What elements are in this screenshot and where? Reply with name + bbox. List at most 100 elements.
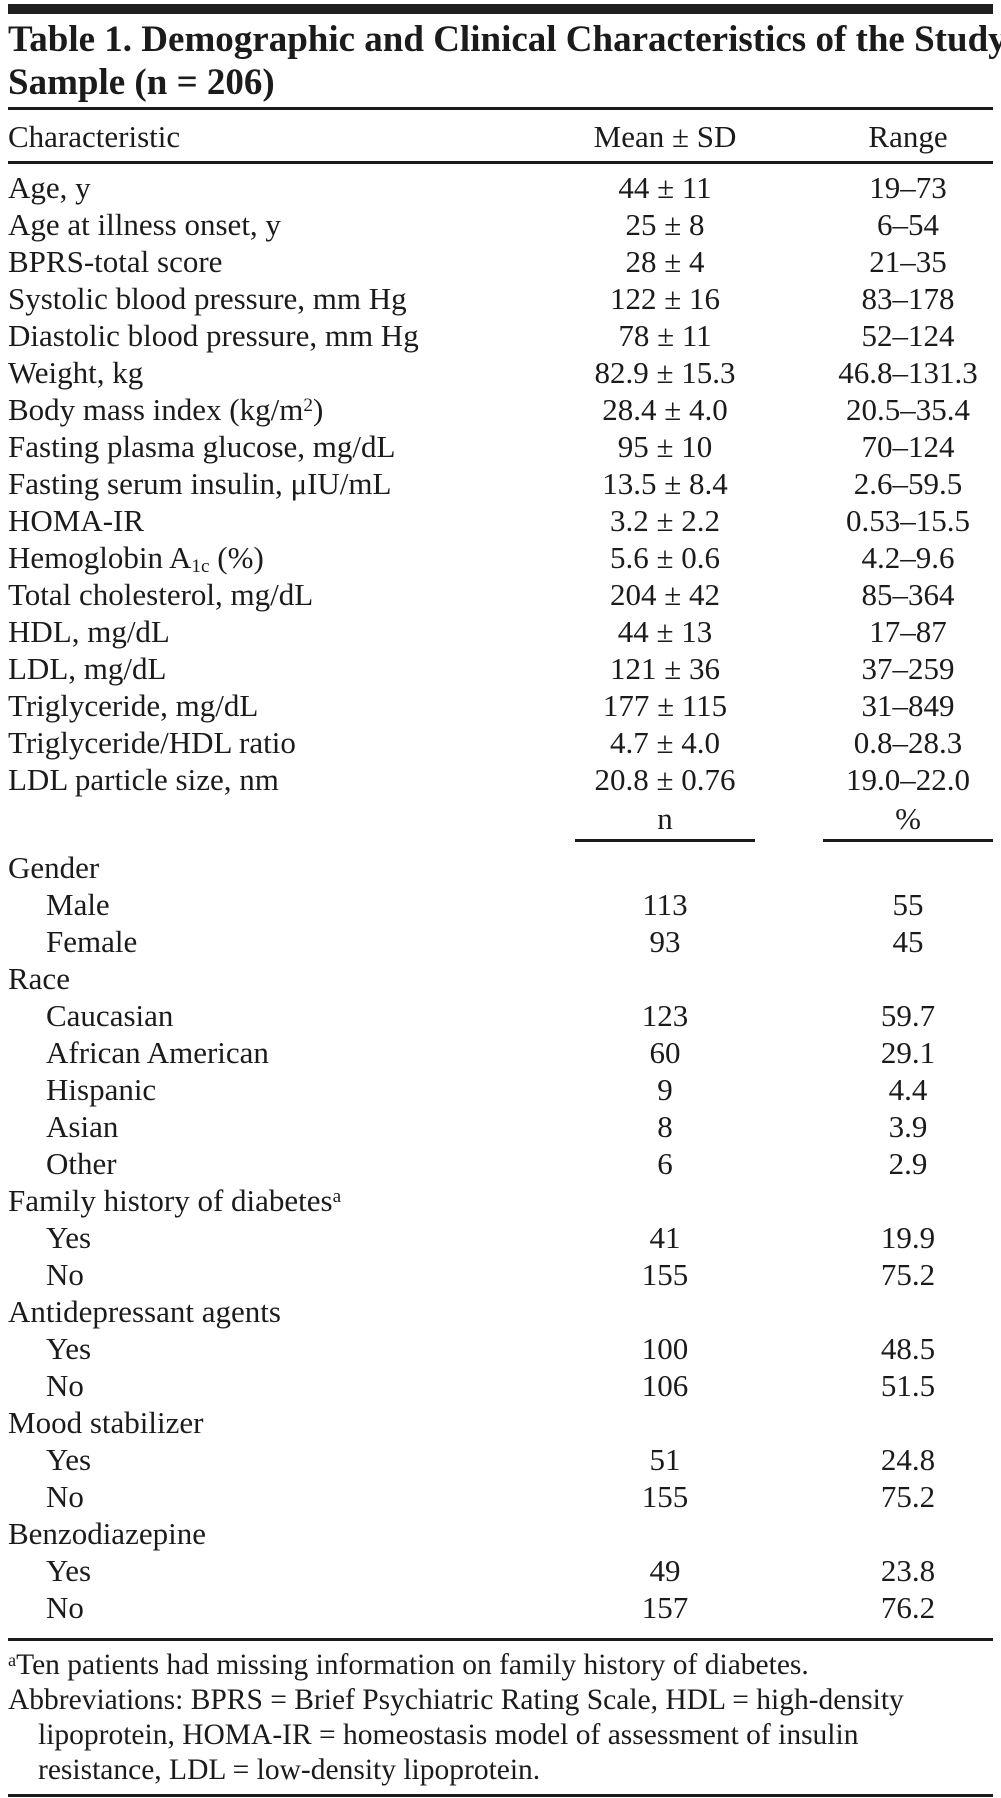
row-count-n: 41	[649, 1220, 681, 1255]
row-mean-sd: 28.4 ± 4.0	[602, 392, 728, 427]
table-title-line1: Table 1. Demographic and Clinical Charac…	[8, 19, 1001, 60]
row-range: 83–178	[861, 281, 955, 316]
column-header-row: Characteristic Mean ± SD Range	[8, 110, 993, 164]
table-title: Table 1. Demographic and Clinical Charac…	[8, 14, 1001, 110]
table-row: Family history of diabetesa	[8, 1182, 993, 1219]
table-row: Yes 41 19.9	[8, 1219, 993, 1256]
table-row: Mood stabilizer	[8, 1404, 993, 1441]
table-row: HDL, mg/dL 44 ± 13 17–87	[8, 613, 993, 650]
row-label: Diastolic blood pressure, mm Hg	[8, 318, 419, 353]
row-percent: 29.1	[880, 1035, 936, 1070]
row-range: 20.5–35.4	[846, 392, 970, 427]
footnote-abbreviations-line2: lipoprotein, HOMA-IR = homeostasis model…	[38, 1719, 859, 1751]
row-percent: 51.5	[880, 1368, 936, 1403]
row-mean-sd: 122 ± 16	[609, 281, 720, 316]
row-percent: 59.7	[880, 998, 936, 1033]
category-item-label: Hispanic	[46, 1072, 157, 1107]
footnote-abbreviations-line1: Abbreviations: BPRS = Brief Psychiatric …	[8, 1684, 904, 1716]
row-range: 31–849	[861, 688, 955, 723]
row-range: 85–364	[861, 577, 955, 612]
row-mean-sd: 13.5 ± 8.4	[602, 466, 728, 501]
category-item-label: Caucasian	[46, 998, 174, 1033]
footnote-a: aTen patients had missing information on…	[8, 1649, 809, 1681]
row-range: 46.8–131.3	[838, 355, 978, 390]
column-header-n: n	[575, 803, 755, 842]
table-row: No 155 75.2	[8, 1256, 993, 1293]
table-row: Gender	[8, 849, 993, 886]
table-row: Antidepressant agents	[8, 1293, 993, 1330]
row-range: 19.0–22.0	[846, 762, 970, 797]
row-label: Hemoglobin A1c (%)	[8, 540, 264, 576]
row-mean-sd: 28 ± 4	[625, 244, 705, 279]
row-range: 17–87	[869, 614, 947, 649]
row-count-n: 157	[641, 1590, 689, 1625]
table-row: No 155 75.2	[8, 1478, 993, 1515]
category-group-label: Family history of diabetesa	[8, 1183, 342, 1218]
row-count-n: 155	[641, 1479, 689, 1514]
row-mean-sd: 95 ± 10	[617, 429, 713, 464]
row-mean-sd: 20.8 ± 0.76	[594, 762, 736, 797]
row-mean-sd: 121 ± 36	[609, 651, 720, 686]
row-label: Total cholesterol, mg/dL	[8, 577, 314, 612]
table-row: African American 60 29.1	[8, 1034, 993, 1071]
row-count-n	[507, 1515, 823, 1552]
row-percent	[823, 1404, 993, 1441]
category-item-label: No	[46, 1590, 84, 1625]
table-row: Yes 49 23.8	[8, 1552, 993, 1589]
row-range: 70–124	[861, 429, 955, 464]
continuous-rows-section: Age, y 44 ± 11 19–73 Age at illness onset, …	[8, 164, 993, 798]
row-label: Triglyceride/HDL ratio	[8, 725, 296, 760]
row-range: 0.53–15.5	[846, 503, 970, 538]
table-row: Hemoglobin A1c (%) 5.6 ± 0.6 4.2–9.6	[8, 539, 993, 576]
category-item-label: No	[46, 1257, 84, 1292]
row-count-n: 155	[641, 1257, 689, 1292]
row-percent: 45	[892, 924, 924, 959]
table-row: No 106 51.5	[8, 1367, 993, 1404]
row-range: 6–54	[877, 207, 939, 242]
table-bottom-rule	[8, 1794, 993, 1797]
category-item-label: African American	[46, 1035, 269, 1070]
category-group-label: Race	[8, 961, 70, 996]
row-percent: 55	[892, 887, 924, 922]
table-row: Age at illness onset, y 25 ± 8 6–54	[8, 206, 993, 243]
table-row: LDL particle size, nm 20.8 ± 0.76 19.0–22.…	[8, 761, 993, 798]
category-group-label: Mood stabilizer	[8, 1405, 204, 1440]
row-percent	[823, 960, 993, 997]
row-range: 0.8–28.3	[853, 725, 963, 760]
row-percent: 23.8	[880, 1553, 936, 1588]
table-row: Race	[8, 960, 993, 997]
row-percent: 19.9	[880, 1220, 936, 1255]
row-mean-sd: 44 ± 13	[617, 614, 713, 649]
table-row: Other 6 2.9	[8, 1145, 993, 1182]
row-label: HOMA-IR	[8, 503, 145, 538]
row-count-n: 9	[657, 1072, 673, 1107]
category-item-label: Female	[46, 924, 138, 959]
row-mean-sd: 78 ± 11	[618, 318, 712, 353]
row-percent: 4.4	[888, 1072, 928, 1107]
column-header-range: Range	[868, 119, 948, 154]
row-range: 52–124	[861, 318, 955, 353]
row-percent	[823, 849, 993, 886]
row-mean-sd: 5.6 ± 0.6	[609, 540, 720, 575]
row-percent: 24.8	[880, 1442, 936, 1477]
table-row: Fasting plasma glucose, mg/dL 95 ± 10 70–1…	[8, 428, 993, 465]
row-mean-sd: 204 ± 42	[609, 577, 720, 612]
table-row: Triglyceride/HDL ratio 4.7 ± 4.0 0.8–28.3	[8, 724, 993, 761]
table-row: Hispanic 9 4.4	[8, 1071, 993, 1108]
category-item-label: No	[46, 1479, 84, 1514]
table-top-rule	[8, 4, 993, 14]
row-range: 19–73	[869, 170, 947, 205]
row-label: LDL, mg/dL	[8, 651, 167, 686]
row-percent: 75.2	[880, 1257, 936, 1292]
row-percent: 75.2	[880, 1479, 936, 1514]
row-count-n: 60	[649, 1035, 681, 1070]
table-row: Yes 51 24.8	[8, 1441, 993, 1478]
table-row: Diastolic blood pressure, mm Hg 78 ± 11 52…	[8, 317, 993, 354]
row-percent	[823, 1293, 993, 1330]
row-percent	[823, 1182, 993, 1219]
table-row: Systolic blood pressure, mm Hg 122 ± 16 83…	[8, 280, 993, 317]
category-item-label: Male	[46, 887, 110, 922]
row-count-n	[507, 960, 823, 997]
table-row: Fasting serum insulin, μIU/mL 13.5 ± 8.4 2…	[8, 465, 993, 502]
row-count-n: 100	[641, 1331, 689, 1366]
